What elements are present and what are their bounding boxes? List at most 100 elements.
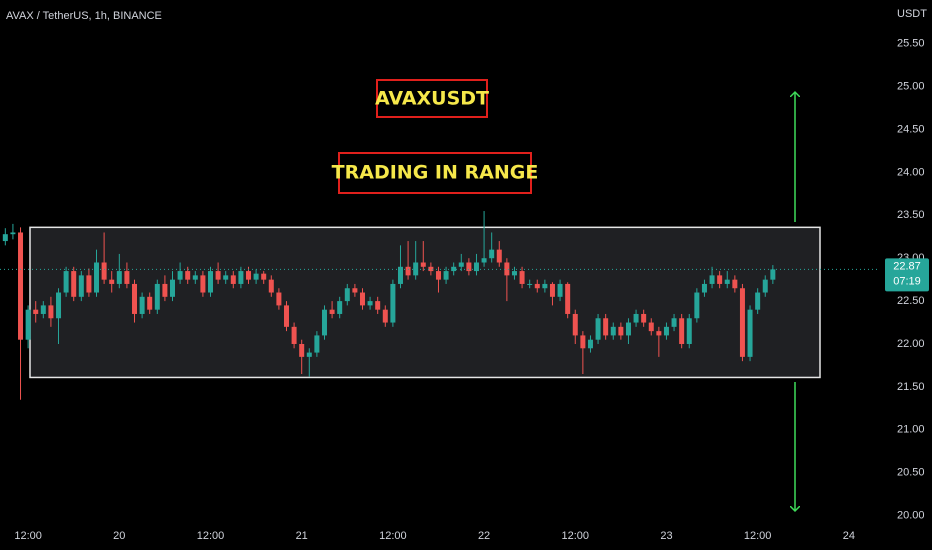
candle-body xyxy=(261,273,267,280)
candle-body xyxy=(701,283,707,293)
candle-body xyxy=(565,283,571,314)
candle-body xyxy=(147,296,153,310)
x-tick-label: 21 xyxy=(296,530,308,542)
y-tick-label: 21.50 xyxy=(897,381,925,393)
y-tick-label: 22.00 xyxy=(897,338,925,350)
x-tick-label: 12:00 xyxy=(744,530,772,542)
candle-body xyxy=(94,262,100,293)
candle-body xyxy=(208,271,214,293)
x-tick-label: 23 xyxy=(660,530,672,542)
candle-body xyxy=(397,266,403,284)
candle-body xyxy=(610,326,616,336)
candle-body xyxy=(534,283,540,289)
candle-body xyxy=(443,271,449,280)
candle-body xyxy=(755,292,761,310)
candle-body xyxy=(557,283,563,297)
y-tick-label: 23.50 xyxy=(897,209,925,221)
x-tick-label: 24 xyxy=(843,530,855,542)
candle-body xyxy=(2,234,8,242)
last-price-label: 22.87 xyxy=(893,260,921,272)
candle-body xyxy=(671,318,677,327)
candle-body xyxy=(18,232,24,340)
candle-body xyxy=(25,309,31,340)
candle-body xyxy=(109,279,115,284)
annotation-box xyxy=(338,152,532,194)
candle-body xyxy=(367,301,373,306)
candle-body xyxy=(648,322,654,332)
last-price-tag xyxy=(885,258,929,292)
candle-body xyxy=(223,275,229,280)
y-tick-label: 20.00 xyxy=(897,509,925,521)
y-tick-label: 25.00 xyxy=(897,81,925,93)
candle-body xyxy=(78,275,84,297)
candle-body xyxy=(56,292,62,319)
candle-body xyxy=(481,258,487,263)
candle-body xyxy=(40,305,46,314)
candle-body xyxy=(321,309,327,336)
plot-area xyxy=(0,211,880,400)
candle-body xyxy=(33,309,39,314)
candle-body xyxy=(101,262,107,280)
candle-body xyxy=(413,262,419,276)
y-tick-label: 24.00 xyxy=(897,166,925,178)
candle-body xyxy=(572,313,578,336)
x-tick-label: 12:00 xyxy=(14,530,42,542)
candle-body xyxy=(382,309,388,323)
candle-body xyxy=(709,275,715,284)
candle-body xyxy=(283,305,289,327)
candle-body xyxy=(390,283,396,323)
candle-body xyxy=(504,262,510,276)
x-tick-label: 22 xyxy=(478,530,490,542)
candle-body xyxy=(580,335,586,349)
candle-body xyxy=(177,271,183,280)
x-tick-label: 12:00 xyxy=(379,530,407,542)
x-tick-label: 12:00 xyxy=(562,530,590,542)
candle-body xyxy=(329,309,335,314)
candle-body xyxy=(215,271,221,280)
chart-title: AVAX / TetherUS, 1h, BINANCE xyxy=(6,10,162,22)
candle-body xyxy=(86,275,92,293)
candle-body xyxy=(633,313,639,323)
candle-body xyxy=(352,288,358,293)
candle-body xyxy=(238,271,244,284)
candle-body xyxy=(116,271,122,284)
candle-body xyxy=(466,262,472,272)
candle-body xyxy=(245,271,251,280)
annotation-box xyxy=(376,79,488,118)
candle-body xyxy=(192,275,198,280)
candle-body xyxy=(420,262,426,267)
candle-body xyxy=(10,232,16,235)
candle-body xyxy=(663,326,669,336)
candle-body xyxy=(132,283,138,314)
candle-body xyxy=(595,318,601,340)
candle-body xyxy=(253,273,259,280)
candle-body xyxy=(451,266,457,272)
candle-body xyxy=(679,318,685,344)
candle-body xyxy=(63,271,69,293)
candle-body xyxy=(124,271,130,284)
y-tick-label: 25.50 xyxy=(897,38,925,50)
annotation-text: AVAXUSDT xyxy=(375,88,489,110)
candle-body xyxy=(314,335,320,353)
candle-body xyxy=(625,322,631,336)
x-tick-label: 20 xyxy=(113,530,125,542)
candle-body xyxy=(489,249,495,259)
candle-body xyxy=(549,283,555,297)
candle-body xyxy=(656,331,662,336)
candle-body xyxy=(618,326,624,336)
candle-body xyxy=(587,339,593,349)
candle-body xyxy=(200,275,206,293)
candle-body xyxy=(162,283,168,297)
y-tick-label: 21.00 xyxy=(897,424,925,436)
candle-body xyxy=(276,292,282,306)
candle-body xyxy=(185,271,191,280)
candle-body xyxy=(435,271,441,280)
candle-body xyxy=(519,271,525,284)
candle-body xyxy=(732,279,738,289)
candle-body xyxy=(154,283,160,310)
candle-body xyxy=(458,262,464,267)
candle-body xyxy=(496,249,502,263)
candle-body xyxy=(139,296,145,314)
candle-body xyxy=(48,305,54,319)
